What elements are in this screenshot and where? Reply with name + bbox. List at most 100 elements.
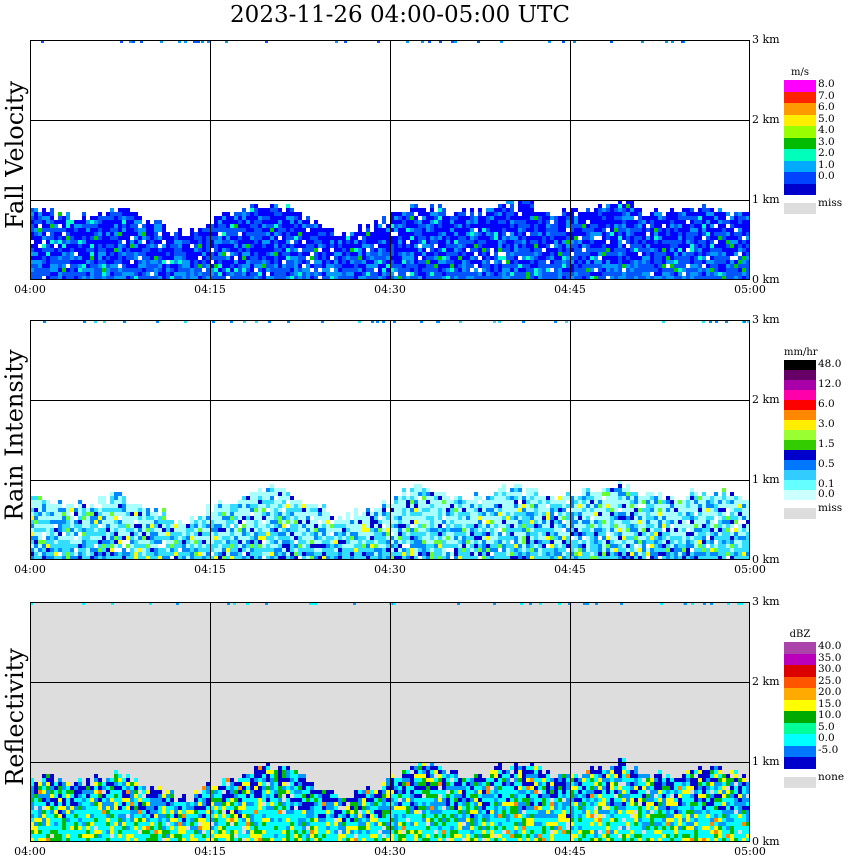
echo-cell: [470, 228, 474, 232]
echo-cell: [486, 528, 490, 532]
echo-cell: [218, 272, 222, 276]
echo-cell: [106, 236, 110, 240]
echo-cell: [514, 236, 518, 240]
echo-cell: [530, 276, 534, 280]
echo-cell: [542, 532, 546, 536]
echo-cell: [738, 276, 742, 280]
echo-cell: [206, 524, 210, 528]
echo-cell: [278, 548, 282, 552]
echo-cell: [214, 516, 218, 520]
echo-cell: [298, 504, 302, 508]
echo-cell: [430, 508, 434, 512]
echo-cell: [422, 224, 426, 228]
echo-cell: [498, 524, 502, 528]
echo-cell: [138, 552, 142, 556]
echo-cell: [574, 548, 578, 552]
echo-cell: [322, 248, 326, 252]
echo-cell: [162, 528, 166, 532]
echo-cell: [614, 208, 618, 212]
echo-speck: [428, 40, 431, 43]
echo-cell: [214, 556, 218, 560]
echo-cell: [78, 548, 82, 552]
echo-cell: [78, 500, 82, 504]
echo-cell: [482, 548, 486, 552]
echo-cell: [110, 496, 114, 500]
echo-cell: [242, 240, 246, 244]
echo-cell: [286, 212, 290, 216]
echo-cell: [126, 216, 130, 220]
echo-cell: [86, 548, 90, 552]
echo-cell: [442, 496, 446, 500]
echo-cell: [278, 264, 282, 268]
echo-cell: [374, 512, 378, 516]
echo-cell: [586, 524, 590, 528]
echo-cell: [438, 556, 442, 560]
echo-cell: [74, 544, 78, 548]
echo-cell: [218, 256, 222, 260]
echo-cell: [566, 524, 570, 528]
echo-cell: [134, 256, 138, 260]
echo-cell: [442, 512, 446, 516]
echo-cell: [390, 528, 394, 532]
echo-cell: [418, 240, 422, 244]
echo-cell: [198, 244, 202, 248]
echo-cell: [394, 516, 398, 520]
echo-cell: [694, 224, 698, 228]
echo-cell: [270, 504, 274, 508]
echo-cell: [562, 220, 566, 224]
echo-cell: [34, 236, 38, 240]
echo-cell: [318, 524, 322, 528]
echo-cell: [218, 556, 222, 560]
echo-cell: [282, 256, 286, 260]
echo-cell: [578, 540, 582, 544]
echo-cell: [270, 512, 274, 516]
x-tick-label: 04:00: [14, 283, 46, 296]
echo-cell: [534, 240, 538, 244]
echo-cell: [34, 276, 38, 280]
echo-cell: [406, 508, 410, 512]
echo-cell: [154, 260, 158, 264]
echo-cell: [102, 260, 106, 264]
echo-cell: [474, 276, 478, 280]
echo-cell: [318, 228, 322, 232]
echo-cell: [122, 536, 126, 540]
echo-cell: [314, 256, 318, 260]
echo-cell: [190, 256, 194, 260]
echo-cell: [630, 252, 634, 256]
echo-cell: [306, 252, 310, 256]
echo-cell: [118, 512, 122, 516]
echo-cell: [402, 536, 406, 540]
echo-cell: [46, 520, 50, 524]
echo-cell: [454, 528, 458, 532]
echo-cell: [566, 556, 570, 560]
echo-cell: [458, 224, 462, 228]
echo-cell: [546, 256, 550, 260]
echo-cell: [514, 212, 518, 216]
echo-cell: [586, 528, 590, 532]
echo-cell: [86, 228, 90, 232]
echo-cell: [502, 224, 506, 228]
echo-cell: [574, 244, 578, 248]
echo-cell: [642, 264, 646, 268]
echo-cell: [254, 540, 258, 544]
echo-cell: [130, 540, 134, 544]
echo-cell: [42, 216, 46, 220]
echo-cell: [538, 524, 542, 528]
echo-cell: [162, 236, 166, 240]
echo-cell: [98, 544, 102, 548]
echo-cell: [650, 248, 654, 252]
echo-cell: [558, 536, 562, 540]
echo-cell: [418, 260, 422, 264]
echo-cell: [602, 264, 606, 268]
echo-cell: [570, 264, 574, 268]
echo-cell: [102, 532, 106, 536]
echo-cell: [158, 272, 162, 276]
echo-cell: [90, 520, 94, 524]
echo-cell: [502, 540, 506, 544]
echo-cell: [278, 212, 282, 216]
echo-cell: [306, 512, 310, 516]
echo-cell: [70, 524, 74, 528]
echo-cell: [510, 528, 514, 532]
echo-cell: [498, 276, 502, 280]
echo-cell: [518, 528, 522, 532]
